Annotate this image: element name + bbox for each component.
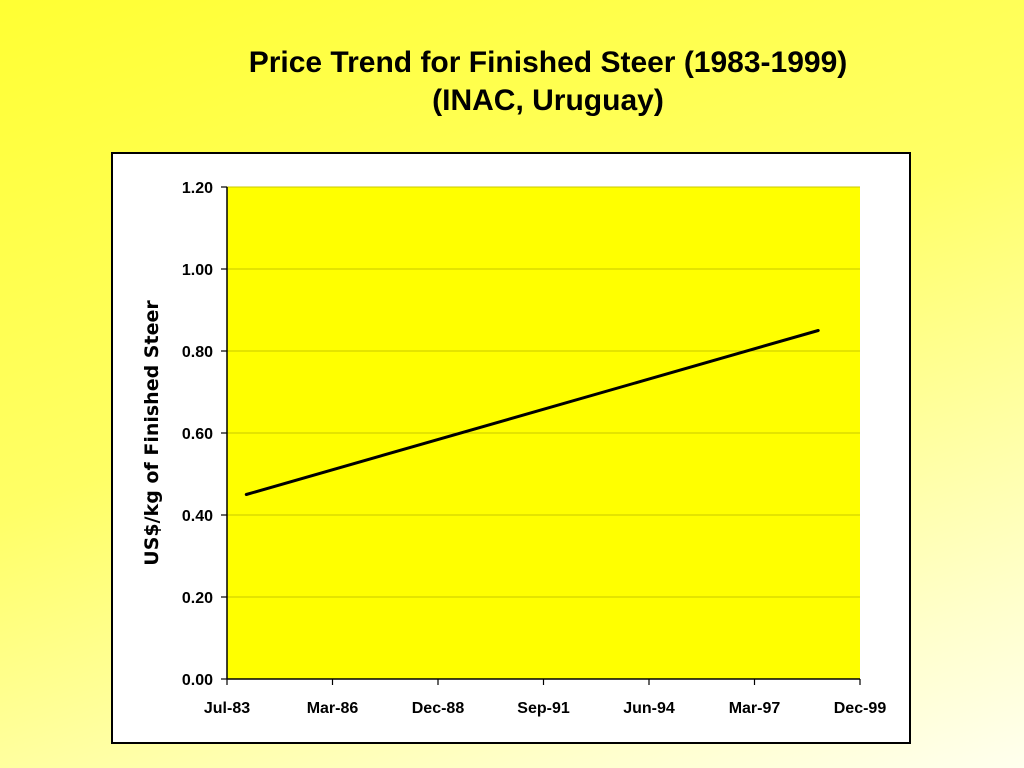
y-tick-label: 0.20 — [182, 590, 213, 607]
x-tick-label: Dec-88 — [412, 700, 465, 717]
slide-title-line-2: (INAC, Uruguay) — [432, 84, 664, 117]
x-tick-label: Jun-94 — [623, 700, 675, 717]
x-tick-label: Jul-83 — [204, 700, 250, 717]
slide-title: Price Trend for Finished Steer (1983-199… — [0, 44, 1024, 120]
slide-title-line-1: Price Trend for Finished Steer (1983-199… — [248, 46, 848, 79]
y-tick-label: 1.00 — [182, 262, 213, 279]
line-chart: 0.00 0.20 0.40 0.60 0.80 1.00 1.20 Jul-83 Mar-86… — [141, 180, 887, 717]
x-tick-label: Mar-97 — [729, 700, 781, 717]
x-tick-label: Mar-86 — [307, 700, 359, 717]
y-tick-label: 0.60 — [182, 426, 213, 443]
x-tick-label: Dec-99 — [834, 700, 887, 717]
y-tick-label: 0.80 — [182, 344, 213, 361]
y-tick-label: 1.20 — [182, 180, 213, 197]
y-axis-title: US$/kg of Finished Steer — [141, 300, 163, 566]
x-tick-label: Sep-91 — [517, 700, 570, 717]
y-tick-label: 0.40 — [182, 508, 213, 525]
series-line — [244, 329, 820, 496]
chart-frame: 0.00 0.20 0.40 0.60 0.80 1.00 1.20 Jul-83 Mar-86… — [111, 152, 911, 744]
y-tick-label: 0.00 — [182, 672, 213, 689]
